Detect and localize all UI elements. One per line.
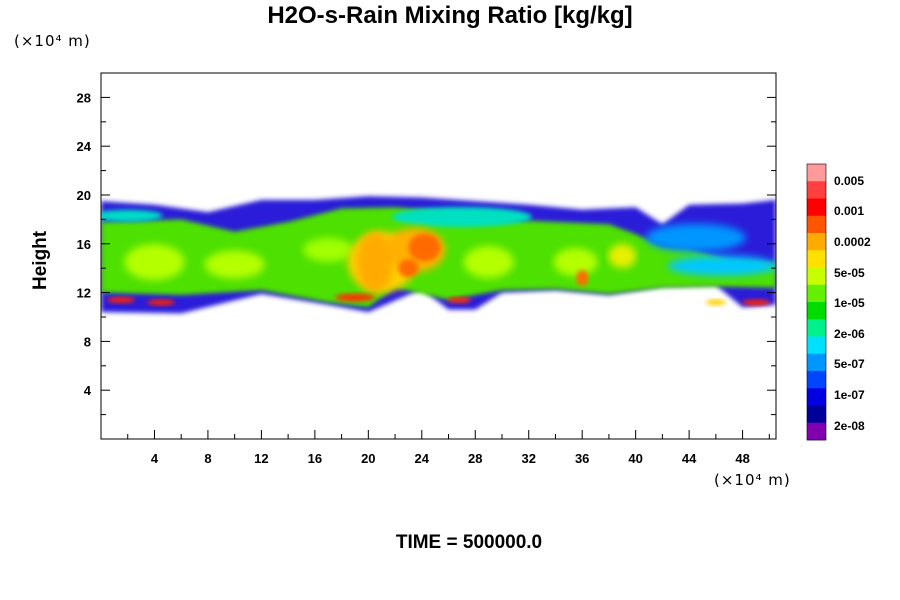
blue-patch — [645, 223, 746, 252]
chart-title: H2O-s-Rain Mixing Ratio [kg/kg] — [267, 2, 633, 29]
yellow-patch — [705, 299, 726, 306]
y-axis: 4 8 12 16 20 24 28 — [77, 90, 776, 416]
yellow-green-patch — [553, 248, 598, 277]
colorbar-label: 0.0002 — [834, 235, 871, 249]
colorbar-label: 2e-08 — [834, 419, 865, 433]
plot-frame — [100, 72, 777, 440]
y-tick-label: 24 — [77, 139, 92, 154]
colorbar-label: 0.005 — [834, 174, 864, 188]
x-tick-label: 24 — [415, 451, 430, 466]
colorbar-swatch — [807, 319, 826, 337]
colorbar-swatch — [807, 233, 826, 251]
x-unit-label: (×10⁴ m) — [714, 471, 791, 489]
colorbar-label: 1e-07 — [834, 388, 865, 402]
colorbar-swatch — [807, 198, 826, 217]
colorbar: 0.005 0.001 0.0002 5e-05 1e-05 2e-06 5e-07 1e-0… — [806, 163, 871, 441]
y-tick-label: 12 — [77, 286, 91, 301]
colorbar-frame — [806, 163, 827, 441]
x-tick-label: 12 — [254, 451, 268, 466]
colorbar-label: 1e-05 — [834, 296, 865, 310]
red-patch — [107, 296, 136, 303]
x-tick-label: 40 — [628, 451, 642, 466]
red-patch — [741, 299, 770, 306]
orange-patch — [357, 232, 394, 293]
colorbar-swatch — [807, 302, 826, 320]
yellow-patch — [608, 244, 637, 268]
colorbar-label: 5e-07 — [834, 357, 865, 371]
x-tick-label: 44 — [682, 451, 697, 466]
red-orange-patch — [408, 233, 441, 262]
colorbar-swatch — [807, 422, 826, 441]
red-patch — [147, 299, 176, 306]
x-tick-label: 16 — [308, 451, 322, 466]
x-tick-label: 48 — [735, 451, 749, 466]
y-tick-label: 20 — [77, 188, 91, 203]
red-orange-patch — [398, 259, 419, 278]
teal-patch — [101, 209, 163, 222]
x-axis: 4 8 12 16 20 24 28 32 36 40 44 48 — [127, 430, 770, 466]
y-tick-label: 16 — [77, 237, 91, 252]
colorbar-swatch — [807, 405, 826, 424]
colorbar-swatch — [807, 181, 826, 199]
mixing-ratio-field — [101, 196, 776, 314]
colorbar-swatch — [807, 267, 826, 286]
teal-patch — [391, 206, 532, 227]
colorbar-swatch — [807, 284, 826, 303]
colorbar-swatch — [807, 250, 826, 268]
colorbar-label: 5e-05 — [834, 266, 865, 280]
colorbar-swatch — [807, 215, 826, 234]
colorbar-swatch — [807, 353, 826, 372]
x-tick-label: 28 — [468, 451, 482, 466]
colorbar-swatch — [807, 371, 826, 389]
red-patch — [447, 296, 472, 303]
red-patch — [334, 293, 375, 302]
colorbar-label: 2e-06 — [834, 327, 865, 341]
yellow-green-patch — [463, 246, 514, 279]
yellow-green-patch — [303, 237, 354, 262]
y-tick-label: 4 — [84, 383, 92, 398]
y-unit-label: (×10⁴ m) — [14, 32, 91, 50]
x-tick-label: 20 — [361, 451, 375, 466]
y-tick-label: 28 — [77, 90, 91, 105]
x-tick-label: 4 — [151, 451, 159, 466]
x-tick-label: 36 — [575, 451, 589, 466]
colorbar-swatch — [807, 164, 826, 182]
red-orange-patch — [576, 269, 589, 286]
yellow-green-patch — [124, 244, 185, 281]
colorbar-swatch — [807, 388, 826, 406]
cyan-patch — [667, 255, 776, 276]
yellow-green-patch — [204, 250, 265, 279]
x-tick-label: 32 — [521, 451, 535, 466]
x-tick-label: 8 — [204, 451, 211, 466]
colorbar-label: 0.001 — [834, 204, 864, 218]
time-label: TIME = 500000.0 — [395, 532, 543, 553]
y-tick-label: 8 — [84, 334, 91, 349]
colorbar-swatch — [807, 336, 826, 355]
